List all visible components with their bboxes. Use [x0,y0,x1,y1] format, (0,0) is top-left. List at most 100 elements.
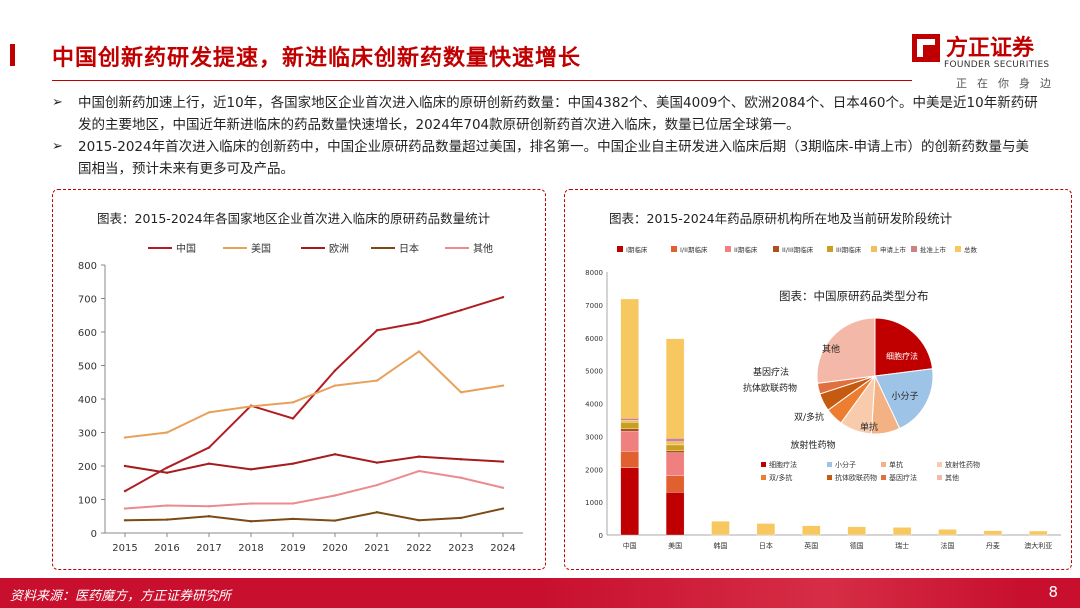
data-point [375,461,379,464]
page-number: 8 [1048,583,1058,601]
series-line-3 [124,507,504,523]
pie-callout-label: 单抗 [860,421,878,433]
pie-callout-label: 抗体欧联药物 [743,382,797,394]
data-point [291,502,295,505]
pie-legend-swatch [937,475,942,480]
y-tick-label: 700 [78,295,97,306]
data-point [165,518,169,521]
legend-label: 美国 [251,242,271,255]
title-accent-bar [10,44,15,66]
data-point [207,462,211,465]
data-point [501,384,505,387]
data-point [459,391,463,394]
bar-segment [620,298,639,419]
legend-label: 欧洲 [329,243,349,255]
bar-segment [665,475,685,493]
x-tick-label: 瑞士 [895,541,909,550]
legend-label: 日本 [399,242,419,255]
pie-legend-label: 抗体欧联药物 [835,473,877,482]
arrow-bullet-icon: ➢ [52,95,63,110]
bar-segment [756,523,776,536]
data-point [417,350,421,353]
pie-slice [874,317,934,377]
x-tick-label: 美国 [668,541,682,550]
x-tick-label: 2023 [448,543,473,554]
bar-segment [620,422,639,429]
data-point [501,460,505,463]
y-tick-label: 4000 [585,401,603,409]
legend-label: III期临床 [836,245,862,254]
pie-legend-swatch [881,462,886,467]
data-point [375,329,379,332]
data-point [417,321,421,324]
y-tick-label: 600 [78,328,97,339]
legend-label: 批准上市 [920,245,947,254]
series-line-2 [124,453,504,474]
legend-swatch [871,246,877,252]
legend-label: I期临床 [626,245,648,254]
bar-segment [847,526,866,536]
pie-callout-label: 放射性药物 [790,439,835,451]
arrow-bullet-icon: ➢ [52,139,63,154]
pie-title: 图表：中国原研药品类型分布 [779,289,929,303]
data-point [291,401,295,404]
legend-label: 申请上市 [880,245,907,254]
x-tick-label: 澳大利亚 [1024,541,1052,550]
data-point [291,462,295,465]
title-divider [52,80,912,81]
x-tick-label: 英国 [804,541,818,550]
bar-segment [938,529,957,536]
y-tick-label: 100 [78,496,97,507]
x-tick-label: 中国 [623,541,637,550]
data-point [417,455,421,458]
x-tick-label: 2024 [490,543,515,554]
pie-legend-swatch [827,475,832,480]
data-point [291,517,295,521]
pie-callout-label: 基因疗法 [753,366,789,378]
data-point [249,502,253,505]
legend-swatch [725,246,731,252]
pie-legend-label: 单抗 [889,460,903,469]
pie-legend-label: 放射性药物 [945,460,980,469]
pie-callout-label: 双/多抗 [794,411,824,423]
x-tick-label: 2016 [154,543,179,554]
bar-chart: I期临床 I/II期临床 II期临床 II/III期临床 III期临床 申请上市 批准上市 总… [585,245,1061,550]
data-point [417,469,421,473]
data-point [207,515,211,518]
data-point [165,471,169,474]
x-tick-label: 丹麦 [986,541,1000,550]
line-chart-panel: 图表：2015-2024年各国家地区企业首次进入临床的原研药品数量统计 0 100… [52,189,546,570]
footer-source: 资料来源：医药魔方，方正证券研究所 [10,589,232,604]
y-tick-label: 1000 [585,499,603,507]
data-point [123,436,127,439]
y-tick-label: 6000 [585,335,603,343]
line-chart: 0 100 200 300 400 500 600 700 800 2015 2016 2017 201… [78,242,523,554]
y-tick-label: 0 [599,532,603,540]
data-point [459,476,463,479]
series-line-4 [124,469,504,510]
data-point [375,379,379,382]
x-tick-label: 韩国 [714,541,728,550]
pie-slice [816,317,876,384]
legend-swatch [773,246,779,252]
logo-subtitle: FOUNDER SECURITIES [944,60,1050,70]
bar-chart-panel: 图表：2015-2024年药品原研机构所在地及当前研发阶段统计 I期临床 I/II… [564,189,1072,570]
bar-segment [665,438,685,442]
series-line-1 [124,350,504,439]
bar-segment [802,525,821,536]
y-tick-label: 300 [78,429,97,440]
data-point [249,468,253,471]
pie-callout-label: 小分子 [891,391,918,402]
x-tick-label: 法国 [941,541,955,550]
y-tick-label: 500 [78,362,97,373]
founder-logo: 方正证券 FOUNDER SECURITIES 正在你身边 [912,30,1052,90]
data-point [123,507,127,510]
bar-segment [1029,530,1048,536]
pie-legend-label: 双/多抗 [769,473,792,482]
data-point [333,453,337,456]
bar-segment [665,452,685,476]
x-tick-label: 2020 [322,543,347,554]
y-tick-label: 200 [78,462,97,473]
bar-segment [983,530,1003,536]
data-point [417,519,421,522]
